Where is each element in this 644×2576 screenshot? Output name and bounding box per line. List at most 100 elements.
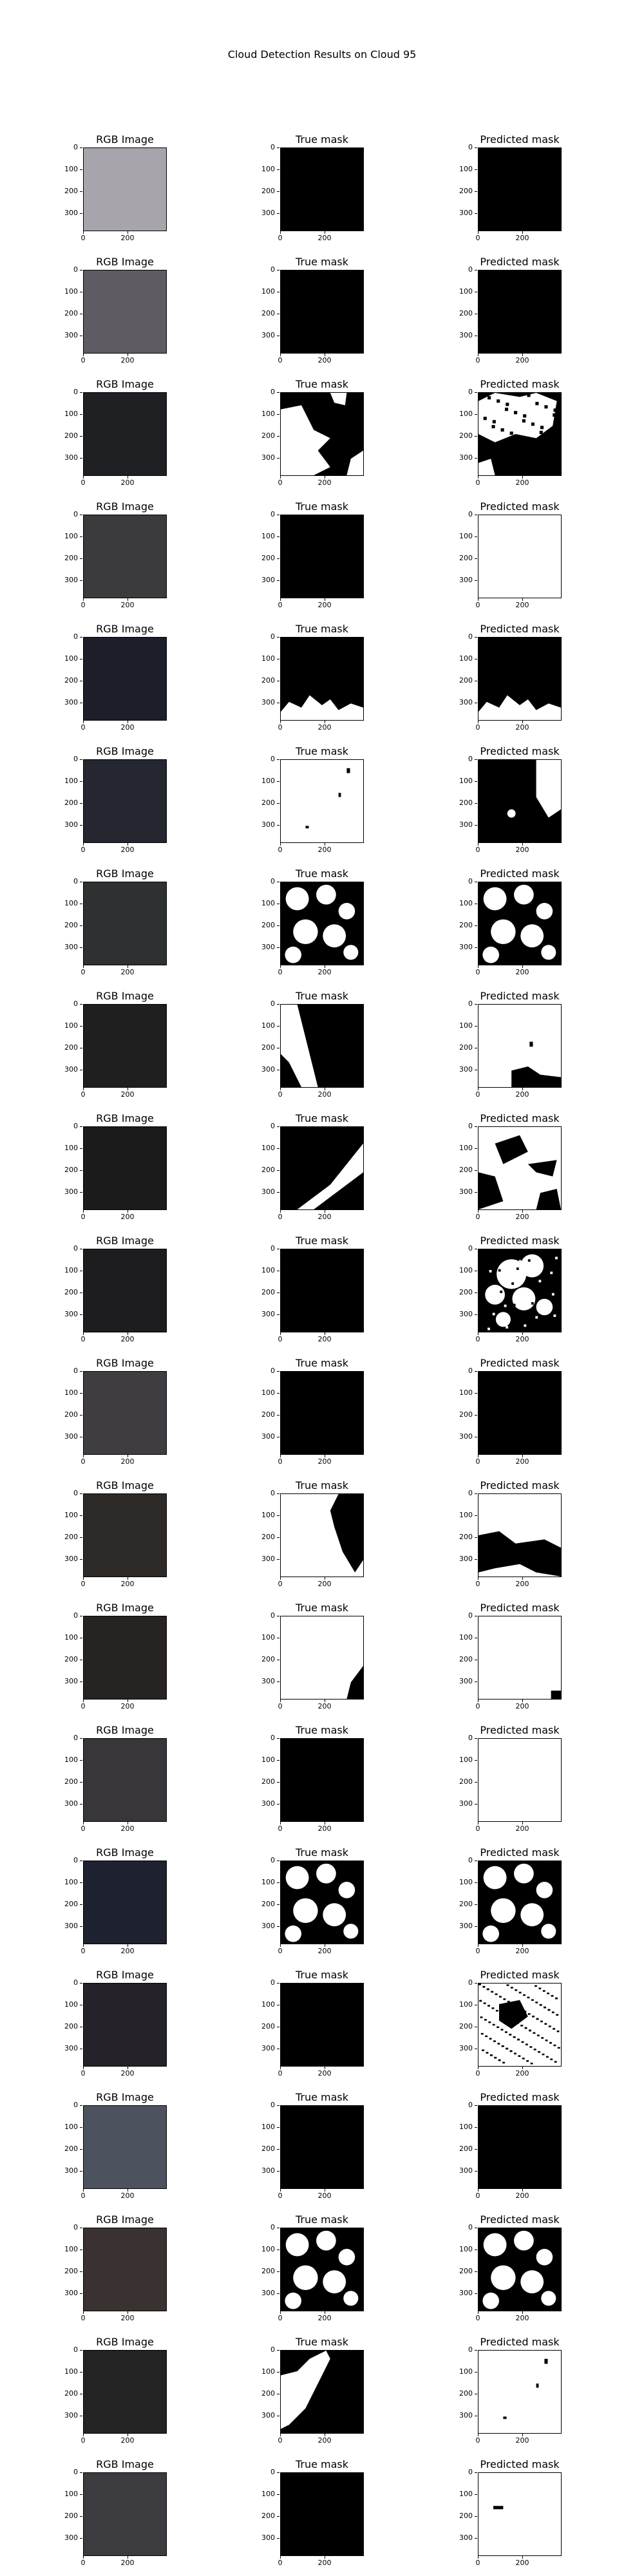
y-tick-label: 0 <box>59 388 82 396</box>
panel-title: True mask <box>295 1969 349 1981</box>
panel-title: True mask <box>295 1846 349 1859</box>
y-tick-label: 100 <box>59 533 82 540</box>
y-tick-label: 300 <box>256 699 279 706</box>
y-tick-label: 200 <box>59 2268 82 2275</box>
x-tick-label: 200 <box>509 231 535 242</box>
x-tick-label: 200 <box>115 2556 140 2567</box>
y-tick-label: 100 <box>256 1022 279 1030</box>
panel-title: RGB Image <box>96 867 154 880</box>
panel-title: True mask <box>295 2336 349 2348</box>
rgb-image-panel <box>83 515 167 598</box>
y-tick-label: 0 <box>256 266 279 274</box>
rgb-image-panel <box>83 2472 167 2556</box>
y-tick-label: 200 <box>59 1411 82 1419</box>
rgb-image-panel <box>83 1738 167 1822</box>
y-tick-label: 100 <box>453 2123 477 2131</box>
y-tick-label: 0 <box>59 1612 82 1620</box>
y-tick-label: 300 <box>256 2534 279 2542</box>
y-tick-label: 0 <box>59 511 82 518</box>
y-tick-label: 300 <box>59 699 82 706</box>
predicted-mask-panel <box>478 2105 562 2189</box>
y-tick-label: 0 <box>453 1490 477 1497</box>
y-tick-label: 100 <box>59 410 82 418</box>
predicted-mask-panel <box>478 882 562 965</box>
true-mask-panel <box>280 1249 364 1332</box>
y-tick-label: 200 <box>256 2268 279 2275</box>
x-tick-label: 200 <box>115 721 140 732</box>
y-tick-label: 300 <box>453 1066 477 1074</box>
y-tick-label: 200 <box>453 2390 477 2398</box>
x-tick-label: 200 <box>312 476 337 487</box>
y-tick-label: 100 <box>453 655 477 663</box>
x-tick-label: 200 <box>509 965 535 976</box>
x-tick-label: 0 <box>267 2067 293 2078</box>
x-tick-label: 200 <box>115 1088 140 1099</box>
x-tick-label: 0 <box>70 2189 96 2200</box>
x-tick-label: 0 <box>465 2067 491 2078</box>
y-tick-label: 0 <box>453 1000 477 1008</box>
x-tick-label: 200 <box>115 1332 140 1343</box>
y-tick-label: 100 <box>59 166 82 173</box>
y-tick-label: 0 <box>59 2224 82 2231</box>
y-tick-label: 100 <box>256 2246 279 2253</box>
predicted-mask-panel <box>478 515 562 598</box>
panel-title: Predicted mask <box>480 990 560 1002</box>
y-tick-label: 300 <box>453 2412 477 2420</box>
predicted-mask-panel <box>478 1371 562 1455</box>
panel-title: Predicted mask <box>480 1846 560 1859</box>
y-tick-label: 300 <box>453 209 477 217</box>
x-tick-label: 0 <box>70 965 96 976</box>
panel-title: RGB Image <box>96 133 154 146</box>
y-tick-label: 100 <box>256 288 279 296</box>
panel-title: Predicted mask <box>480 1969 560 1981</box>
x-tick-label: 0 <box>267 1577 293 1588</box>
x-tick-label: 0 <box>465 965 491 976</box>
y-tick-label: 0 <box>59 1122 82 1130</box>
y-tick-label: 100 <box>453 410 477 418</box>
panel-title: Predicted mask <box>480 1357 560 1369</box>
y-tick-label: 100 <box>256 1756 279 1764</box>
x-tick-label: 200 <box>312 965 337 976</box>
y-tick-label: 200 <box>59 1533 82 1541</box>
y-tick-label: 0 <box>453 2224 477 2231</box>
y-tick-label: 200 <box>59 2512 82 2520</box>
panel-title: Predicted mask <box>480 500 560 513</box>
x-tick-label: 200 <box>312 354 337 365</box>
y-tick-label: 0 <box>453 633 477 641</box>
x-tick-label: 0 <box>70 354 96 365</box>
x-tick-label: 0 <box>465 2189 491 2200</box>
y-tick-label: 100 <box>256 1267 279 1274</box>
x-tick-label: 0 <box>70 721 96 732</box>
panel-title: True mask <box>295 1357 349 1369</box>
panel-title: RGB Image <box>96 500 154 513</box>
y-tick-label: 200 <box>453 1900 477 1908</box>
panel-title: Predicted mask <box>480 2336 560 2348</box>
y-tick-label: 100 <box>453 166 477 173</box>
y-tick-label: 200 <box>453 2512 477 2520</box>
panel-title: RGB Image <box>96 1479 154 1492</box>
y-tick-label: 0 <box>59 755 82 763</box>
y-tick-label: 0 <box>59 144 82 151</box>
y-tick-label: 200 <box>453 187 477 195</box>
y-tick-label: 300 <box>59 454 82 462</box>
y-tick-label: 200 <box>453 310 477 317</box>
y-tick-label: 0 <box>256 1490 279 1497</box>
panel-title: Predicted mask <box>480 1724 560 1736</box>
panel-title: True mask <box>295 745 349 757</box>
x-tick-label: 200 <box>312 1822 337 1833</box>
y-tick-label: 100 <box>59 1511 82 1519</box>
y-tick-label: 0 <box>453 755 477 763</box>
x-tick-label: 0 <box>465 1332 491 1343</box>
y-tick-label: 300 <box>256 1188 279 1196</box>
y-tick-label: 0 <box>453 2468 477 2476</box>
x-tick-label: 200 <box>115 598 140 609</box>
x-tick-label: 0 <box>267 965 293 976</box>
x-tick-label: 200 <box>115 1944 140 1955</box>
y-tick-label: 300 <box>256 821 279 829</box>
x-tick-label: 200 <box>509 2311 535 2322</box>
y-tick-label: 0 <box>256 1734 279 1742</box>
y-tick-label: 0 <box>256 1857 279 1864</box>
x-tick-label: 0 <box>465 598 491 609</box>
y-tick-label: 100 <box>453 777 477 785</box>
y-tick-label: 200 <box>453 677 477 685</box>
